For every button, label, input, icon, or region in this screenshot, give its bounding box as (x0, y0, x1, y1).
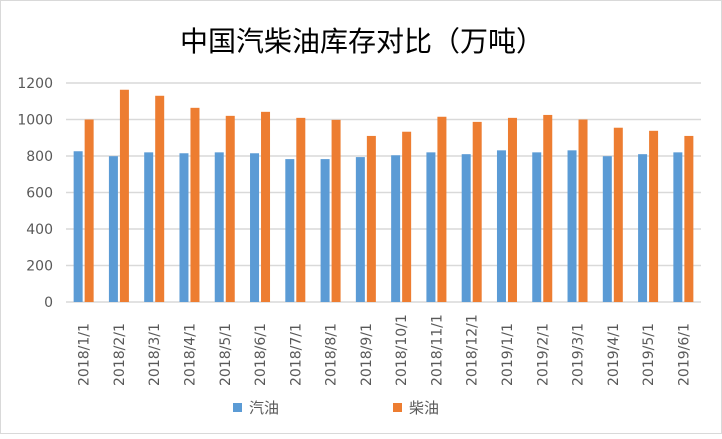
bar-gasoline (567, 150, 577, 302)
bar-diesel (225, 115, 235, 302)
bar-diesel (684, 135, 694, 302)
bar-diesel (119, 89, 129, 302)
bar-gasoline (426, 152, 436, 302)
x-tick-label: 2018/10/1 (394, 314, 410, 386)
y-tick-label: 400 (26, 222, 53, 238)
x-tick-label: 2019/4/1 (606, 323, 622, 386)
x-tick-label: 2018/8/1 (324, 323, 340, 386)
bar-diesel (472, 121, 482, 302)
legend-label: 汽油 (249, 399, 279, 417)
bar-diesel (402, 131, 412, 302)
bar-diesel (155, 95, 165, 303)
bar-gasoline (602, 156, 612, 302)
chart-title: 中国汽柴油库存对比（万吨） (180, 25, 544, 58)
bar-diesel (366, 135, 376, 302)
x-tick-label: 2018/2/1 (112, 323, 128, 386)
x-tick-label: 2018/1/1 (77, 323, 93, 386)
bar-diesel (437, 116, 447, 302)
y-tick-label: 0 (44, 295, 53, 311)
bar-gasoline (144, 152, 154, 302)
x-tick-label: 2018/4/1 (182, 323, 198, 386)
bar-gasoline (391, 155, 401, 302)
x-tick-label: 2018/6/1 (253, 323, 269, 386)
x-tick-label: 2019/2/1 (535, 323, 551, 386)
bar-diesel (84, 119, 94, 302)
bar-diesel (578, 119, 588, 302)
bar-diesel (649, 130, 659, 302)
legend-swatch (233, 403, 242, 412)
x-tick-label: 2019/6/1 (676, 323, 692, 386)
bar-gasoline (250, 153, 260, 302)
y-tick-label: 600 (26, 186, 53, 202)
bar-gasoline (673, 152, 683, 302)
legend-swatch (393, 403, 402, 412)
bar-diesel (507, 117, 517, 302)
bar-gasoline (285, 159, 295, 302)
x-tick-label: 2018/12/1 (465, 314, 481, 386)
bar-gasoline (320, 159, 330, 302)
x-tick-label: 2018/5/1 (218, 323, 234, 386)
bar-gasoline (73, 151, 83, 302)
bar-gasoline (108, 156, 118, 302)
x-tick-label: 2019/1/1 (500, 323, 516, 386)
y-tick-label: 1200 (17, 76, 53, 92)
bar-gasoline (532, 152, 542, 302)
bar-gasoline (638, 154, 648, 302)
bar-diesel (190, 107, 200, 302)
y-tick-label: 200 (26, 259, 53, 275)
x-tick-label: 2019/5/1 (641, 323, 657, 386)
bar-gasoline (179, 153, 189, 302)
x-tick-label: 2018/3/1 (147, 323, 163, 386)
bar-gasoline (461, 154, 471, 302)
bar-diesel (296, 117, 306, 302)
bar-gasoline (496, 150, 506, 302)
y-tick-label: 800 (26, 149, 53, 165)
bar-gasoline (214, 152, 224, 302)
y-tick-label: 1000 (17, 113, 53, 129)
x-tick-label: 2018/11/1 (429, 314, 445, 386)
bar-diesel (331, 119, 341, 303)
bar-diesel (261, 111, 271, 303)
x-tick-label: 2018/9/1 (359, 323, 375, 386)
x-tick-label: 2018/7/1 (288, 323, 304, 386)
bar-gasoline (355, 157, 365, 302)
bar-diesel (543, 114, 553, 302)
bar-diesel (613, 127, 623, 303)
legend-label: 柴油 (409, 399, 439, 417)
x-tick-label: 2019/3/1 (571, 323, 587, 386)
